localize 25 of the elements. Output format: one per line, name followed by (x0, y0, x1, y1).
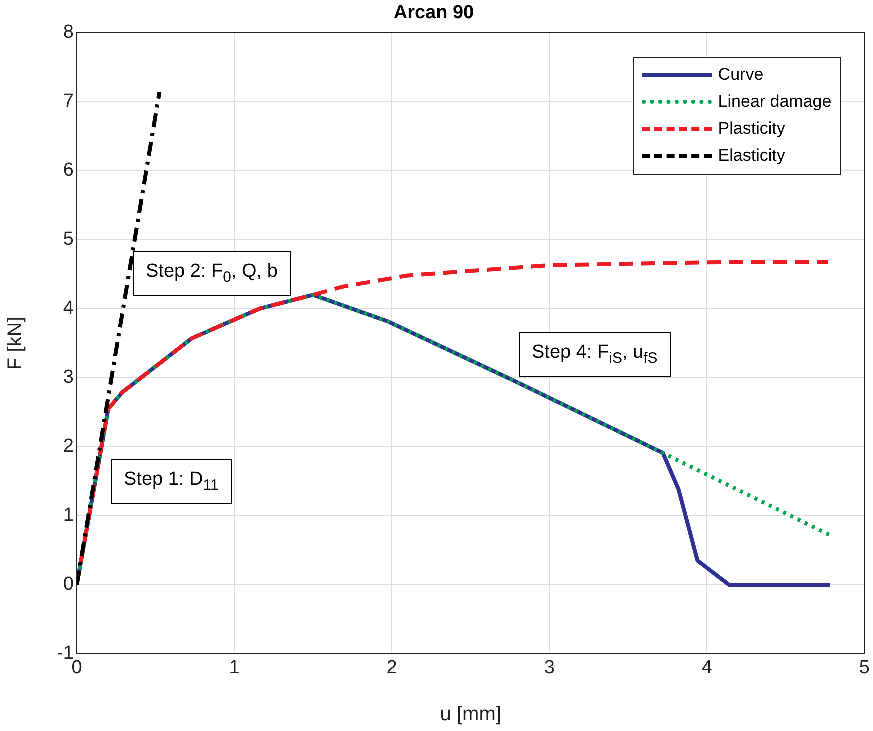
y-tick-label: 0 (63, 574, 74, 596)
x-tick-label: 1 (229, 658, 240, 679)
y-axis-title: F [kN] (4, 316, 27, 370)
x-tick-label: 3 (544, 658, 555, 679)
y-tick-label: 5 (63, 229, 74, 250)
chart-title: Arcan 90 (394, 2, 474, 24)
y-tick-label: -1 (57, 643, 74, 664)
legend-label: Plasticity (718, 119, 786, 140)
y-tick-label: 3 (63, 367, 74, 388)
y-tick-label: 1 (63, 505, 74, 526)
annotation: Step 1: D$_{11}$ (111, 459, 232, 504)
annotation: Step 4: F$_{iS}$, u$_{fS}$ (519, 332, 671, 377)
y-tick-label: 2 (63, 436, 74, 458)
annotation: Step 2: F$_{0}$, Q, b (133, 251, 291, 296)
legend-label: Curve (718, 65, 764, 86)
x-axis-title: u [mm] (440, 704, 502, 726)
x-tick-label: 4 (702, 658, 713, 679)
legend-label: Linear damage (718, 92, 832, 112)
y-tick-label: 7 (63, 91, 74, 112)
legend-label: Elasticity (718, 146, 786, 166)
y-tick-label: 6 (63, 160, 74, 182)
y-tick-label: 8 (63, 22, 74, 44)
y-tick-label: 4 (63, 298, 74, 320)
x-tick-label: 2 (386, 658, 398, 679)
x-tick-label: 5 (859, 658, 870, 679)
